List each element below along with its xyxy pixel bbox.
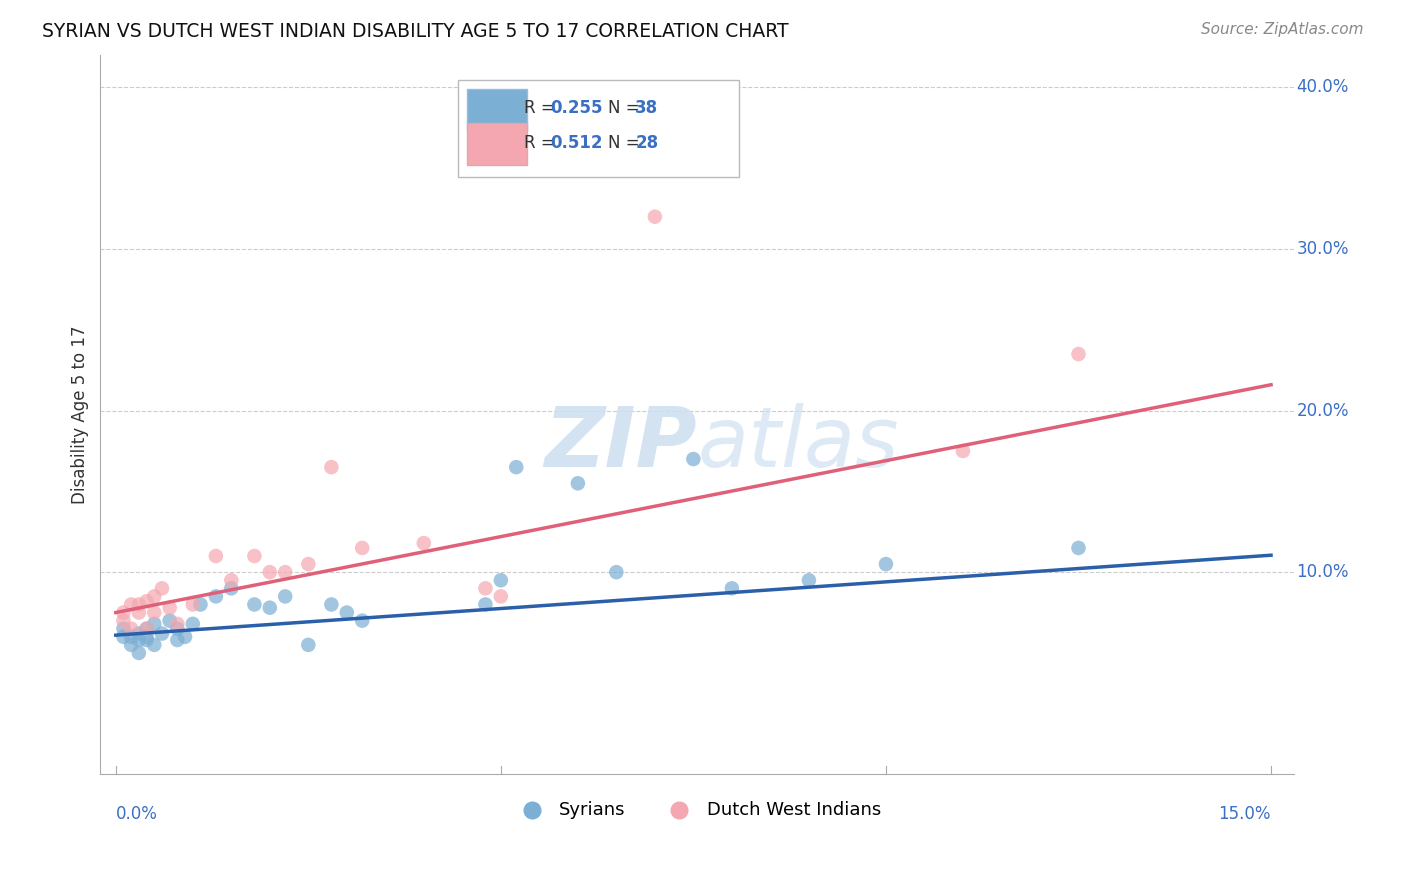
- Text: 28: 28: [636, 134, 658, 152]
- Point: [336, 606, 359, 620]
- Text: 0.255: 0.255: [550, 99, 603, 117]
- Text: atlas: atlas: [697, 403, 898, 483]
- FancyBboxPatch shape: [458, 80, 740, 178]
- Point: [567, 476, 589, 491]
- Point: [112, 606, 135, 620]
- Text: 30.0%: 30.0%: [1296, 240, 1348, 258]
- Point: [297, 557, 319, 571]
- Point: [135, 630, 157, 644]
- Point: [181, 616, 204, 631]
- Point: [352, 614, 374, 628]
- Text: 10.0%: 10.0%: [1296, 563, 1348, 582]
- Point: [205, 549, 228, 563]
- Point: [952, 444, 974, 458]
- Point: [181, 598, 204, 612]
- Point: [112, 630, 135, 644]
- Point: [875, 557, 897, 571]
- Point: [1067, 541, 1090, 555]
- Point: [259, 600, 281, 615]
- Point: [321, 460, 343, 475]
- Point: [297, 638, 319, 652]
- Point: [190, 598, 212, 612]
- Point: [143, 606, 166, 620]
- Point: [150, 626, 173, 640]
- Point: [143, 590, 166, 604]
- Point: [219, 573, 242, 587]
- Point: [135, 622, 157, 636]
- Point: [143, 638, 166, 652]
- Point: [721, 582, 744, 596]
- Y-axis label: Disability Age 5 to 17: Disability Age 5 to 17: [72, 326, 89, 504]
- Text: 40.0%: 40.0%: [1296, 78, 1348, 96]
- Point: [120, 622, 142, 636]
- Text: N =: N =: [607, 134, 640, 152]
- Point: [174, 630, 197, 644]
- Point: [489, 573, 512, 587]
- Point: [352, 541, 374, 555]
- Point: [605, 565, 627, 579]
- Point: [489, 590, 512, 604]
- Point: [166, 616, 188, 631]
- Text: N =: N =: [607, 99, 640, 117]
- Point: [135, 633, 157, 648]
- Point: [150, 582, 173, 596]
- Text: ZIP: ZIP: [544, 403, 697, 483]
- Point: [259, 565, 281, 579]
- Point: [219, 582, 242, 596]
- Point: [120, 598, 142, 612]
- Text: 20.0%: 20.0%: [1296, 401, 1348, 419]
- Text: 0.0%: 0.0%: [115, 805, 157, 822]
- Point: [128, 606, 150, 620]
- Point: [120, 630, 142, 644]
- Point: [135, 594, 157, 608]
- Text: SYRIAN VS DUTCH WEST INDIAN DISABILITY AGE 5 TO 17 CORRELATION CHART: SYRIAN VS DUTCH WEST INDIAN DISABILITY A…: [42, 22, 789, 41]
- Point: [274, 565, 297, 579]
- Text: R =: R =: [524, 134, 555, 152]
- Point: [797, 573, 820, 587]
- Point: [474, 598, 496, 612]
- Point: [159, 614, 181, 628]
- Point: [505, 460, 527, 475]
- FancyBboxPatch shape: [467, 89, 526, 130]
- Point: [166, 622, 188, 636]
- Text: 38: 38: [636, 99, 658, 117]
- Text: Source: ZipAtlas.com: Source: ZipAtlas.com: [1201, 22, 1364, 37]
- FancyBboxPatch shape: [467, 123, 526, 165]
- Point: [135, 622, 157, 636]
- Legend: Syrians, Dutch West Indians: Syrians, Dutch West Indians: [506, 794, 889, 826]
- Point: [143, 616, 166, 631]
- Point: [128, 646, 150, 660]
- Point: [128, 626, 150, 640]
- Point: [112, 614, 135, 628]
- Point: [128, 598, 150, 612]
- Point: [243, 549, 266, 563]
- Point: [166, 633, 188, 648]
- Point: [412, 536, 434, 550]
- Point: [112, 622, 135, 636]
- Point: [321, 598, 343, 612]
- Point: [682, 452, 704, 467]
- Point: [274, 590, 297, 604]
- Text: 0.512: 0.512: [550, 134, 603, 152]
- Point: [1067, 347, 1090, 361]
- Point: [128, 633, 150, 648]
- Point: [120, 638, 142, 652]
- Point: [644, 210, 666, 224]
- Point: [159, 600, 181, 615]
- Point: [205, 590, 228, 604]
- Text: R =: R =: [524, 99, 555, 117]
- Point: [243, 598, 266, 612]
- Point: [474, 582, 496, 596]
- Text: 15.0%: 15.0%: [1219, 805, 1271, 822]
